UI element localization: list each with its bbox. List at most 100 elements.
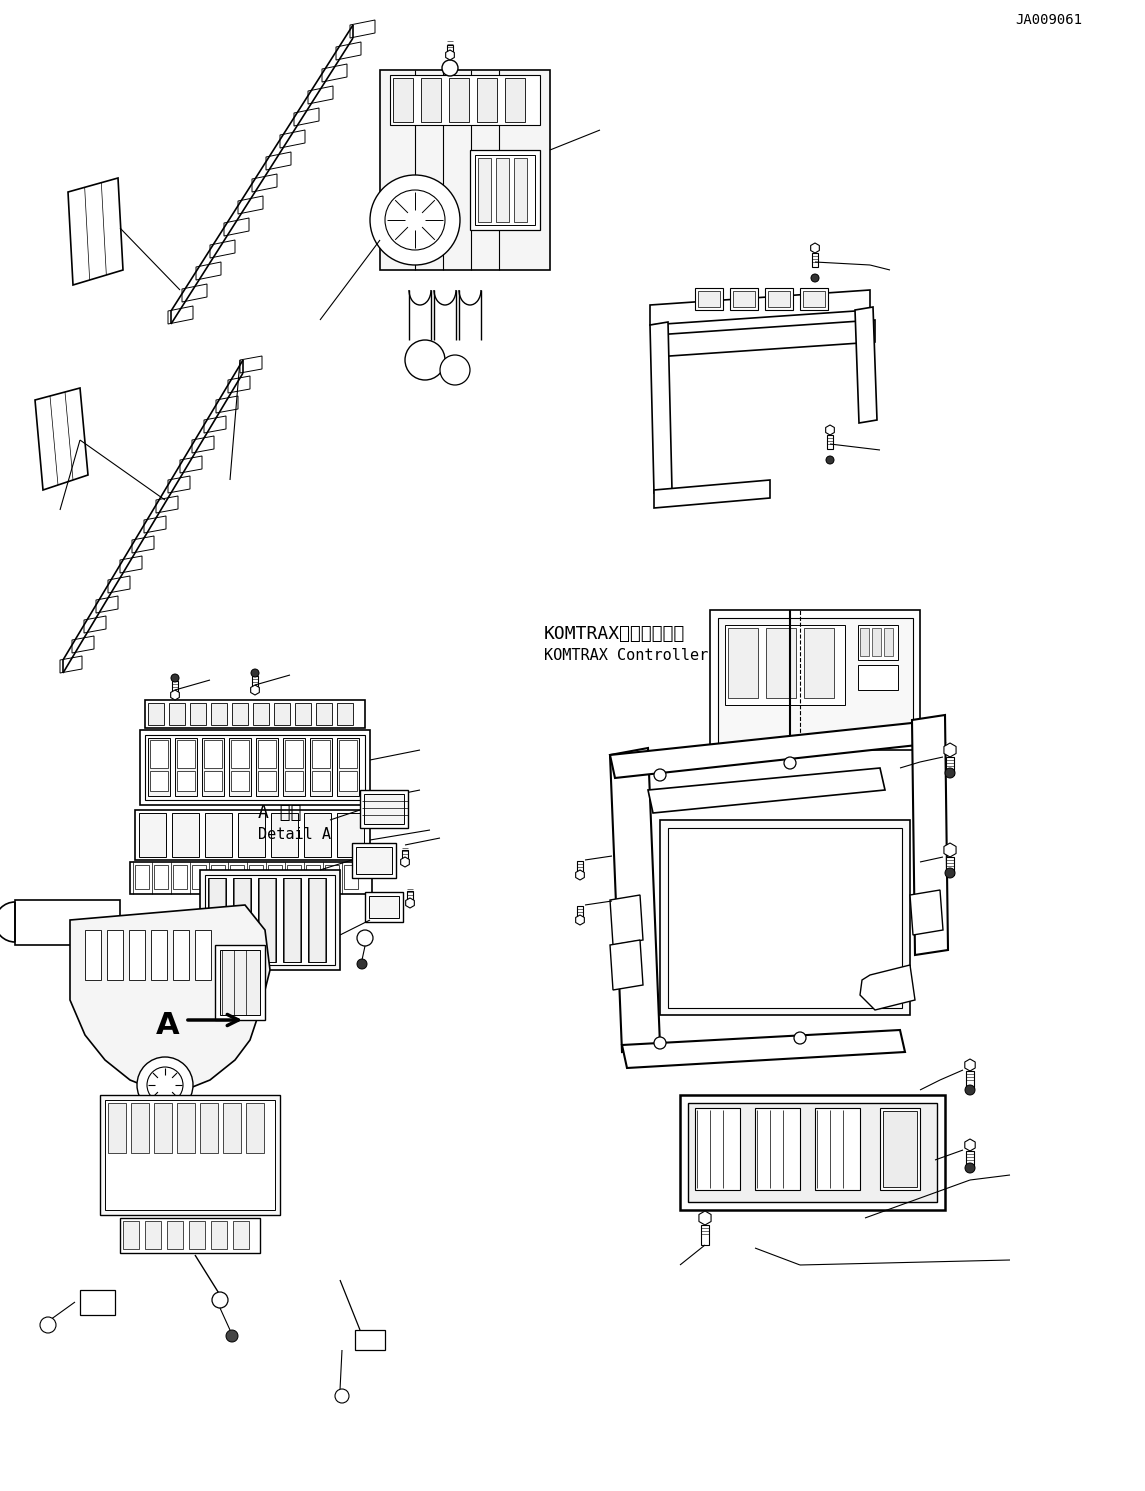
Polygon shape (648, 768, 885, 813)
Circle shape (654, 1038, 666, 1050)
Bar (148, 738, 169, 796)
Bar (202, 738, 224, 796)
Bar (211, 702, 227, 725)
Bar (725, 625, 845, 705)
Bar (204, 740, 222, 768)
Bar (169, 702, 185, 725)
Circle shape (945, 768, 955, 778)
Circle shape (442, 60, 458, 76)
Circle shape (40, 1317, 56, 1333)
Bar (768, 291, 790, 307)
Bar (131, 1103, 149, 1153)
Polygon shape (910, 890, 943, 935)
Polygon shape (860, 965, 915, 1009)
Bar (285, 771, 303, 792)
Polygon shape (68, 177, 123, 285)
Bar (815, 1108, 860, 1190)
Polygon shape (401, 857, 409, 866)
Bar (256, 738, 278, 796)
Polygon shape (622, 1030, 905, 1068)
Bar (406, 892, 413, 904)
Bar (360, 790, 408, 828)
Bar (356, 847, 392, 874)
Polygon shape (204, 416, 226, 432)
Polygon shape (144, 516, 166, 532)
Polygon shape (281, 130, 305, 148)
Bar (258, 771, 276, 792)
Bar (106, 930, 123, 980)
Bar (232, 1221, 248, 1249)
Bar (153, 1103, 172, 1153)
Circle shape (440, 355, 469, 385)
Bar (305, 813, 331, 857)
Polygon shape (266, 152, 291, 170)
Polygon shape (168, 306, 194, 324)
Bar (477, 158, 491, 222)
Bar (131, 862, 372, 895)
Circle shape (171, 674, 179, 681)
Bar (577, 860, 583, 875)
Bar (352, 842, 396, 878)
Bar (139, 813, 166, 857)
Circle shape (226, 1330, 238, 1342)
Polygon shape (294, 107, 319, 127)
Circle shape (357, 959, 368, 969)
Bar (337, 702, 353, 725)
Bar (248, 865, 263, 889)
Polygon shape (654, 480, 769, 508)
Circle shape (147, 1068, 183, 1103)
Bar (311, 740, 330, 768)
Circle shape (357, 930, 373, 945)
Bar (364, 795, 404, 825)
Bar (173, 930, 189, 980)
Bar (731, 288, 758, 310)
Bar (153, 865, 168, 889)
Polygon shape (576, 915, 584, 924)
Bar (449, 78, 469, 122)
Bar (325, 865, 339, 889)
Bar (390, 75, 540, 125)
Bar (718, 617, 913, 743)
Bar (514, 158, 527, 222)
Bar (310, 738, 332, 796)
Polygon shape (405, 898, 414, 908)
Bar (232, 702, 248, 725)
Polygon shape (60, 656, 82, 672)
Bar (287, 865, 301, 889)
Bar (365, 892, 403, 921)
Bar (148, 702, 164, 725)
Bar (475, 155, 535, 225)
Bar (192, 865, 206, 889)
Polygon shape (210, 240, 235, 258)
Bar (80, 1290, 114, 1315)
Polygon shape (240, 356, 262, 373)
Polygon shape (180, 456, 202, 473)
Polygon shape (238, 195, 263, 215)
Bar (204, 771, 222, 792)
Bar (123, 1221, 139, 1249)
Bar (231, 771, 248, 792)
Polygon shape (610, 720, 945, 778)
Bar (860, 628, 869, 656)
Bar (151, 930, 167, 980)
Bar (858, 625, 898, 661)
Polygon shape (965, 1059, 976, 1071)
Circle shape (370, 174, 460, 265)
Polygon shape (335, 42, 361, 60)
Bar (215, 945, 264, 1020)
Bar (145, 1221, 161, 1249)
Bar (728, 628, 758, 698)
Bar (337, 813, 364, 857)
Bar (695, 288, 722, 310)
Polygon shape (943, 842, 956, 857)
Bar (946, 857, 954, 875)
Bar (268, 865, 282, 889)
Polygon shape (196, 262, 221, 280)
Bar (701, 1226, 709, 1245)
Bar (238, 813, 264, 857)
Polygon shape (308, 86, 333, 104)
Circle shape (826, 456, 834, 464)
Polygon shape (913, 716, 948, 956)
Polygon shape (943, 743, 956, 757)
Bar (469, 151, 540, 230)
